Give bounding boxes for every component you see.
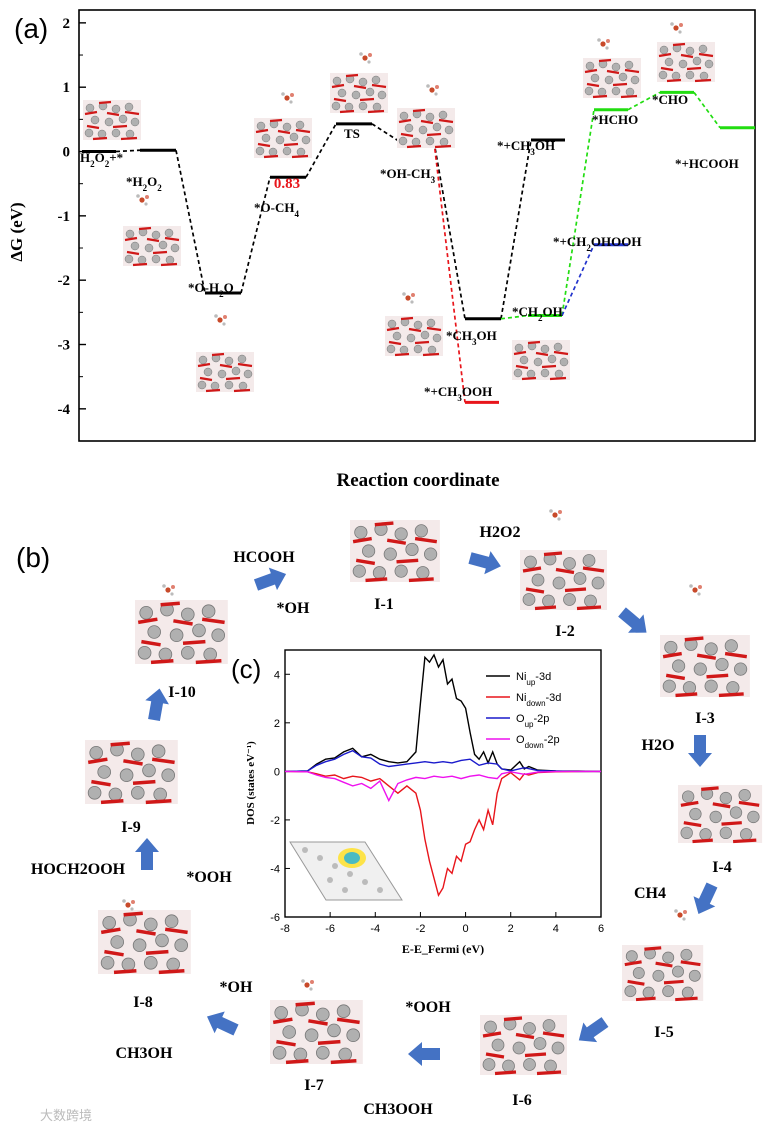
- dos-x-label: E-E_Fermi (eV): [402, 942, 484, 956]
- energy-plot-frame: [78, 9, 756, 442]
- x-tick-label: -2: [416, 923, 426, 935]
- connector-main: [433, 141, 466, 319]
- energy-y-label: ΔG (eV): [7, 202, 26, 261]
- species-label: *OOH: [186, 869, 232, 886]
- state-label-s12: *+HCOOH: [675, 156, 739, 171]
- y-tick-label: 1: [63, 80, 71, 96]
- species-label: HOCH2OOH: [31, 861, 126, 878]
- y-tick-label: 4: [274, 669, 280, 681]
- connector-hcooh: [693, 91, 721, 129]
- dos-series-O_up-2p: [284, 749, 601, 773]
- legend-label: Oup-2p: [516, 713, 549, 729]
- connector-main: [175, 150, 206, 294]
- intermediate-label: I-7: [304, 1077, 324, 1094]
- connector-hcooh: [627, 91, 661, 111]
- y-tick-label: -2: [270, 815, 280, 827]
- connector-ch2ohooh: [561, 244, 595, 316]
- legend-label: Odown-2p: [516, 734, 560, 750]
- watermark: 大数跨境: [40, 1108, 92, 1123]
- intermediate-label: I-3: [695, 710, 715, 727]
- x-tick-label: 6: [598, 923, 604, 935]
- species-label: H2O2: [480, 524, 521, 541]
- dos-series-Ni_down-3d: [284, 770, 602, 897]
- connector-main: [371, 123, 401, 143]
- charge-density-inset: [289, 841, 403, 901]
- state-label-s0: H2O2+*: [80, 150, 123, 169]
- dos-y-label: DOS (states eV⁻¹): [245, 741, 257, 825]
- dos-series-O_down-2p: [284, 770, 601, 803]
- species-label: CH4: [634, 885, 666, 902]
- energy-connectors: [115, 91, 721, 403]
- state-label-s10: *HCHO: [592, 112, 638, 127]
- intermediate-label: I-4: [712, 859, 732, 876]
- x-tick-label: -6: [325, 923, 335, 935]
- state-label-s11: *CHO: [652, 92, 688, 107]
- state-label-s8: *+CH3OOH: [424, 384, 492, 403]
- y-tick-label: -4: [270, 863, 280, 875]
- species-label: *OH: [220, 979, 253, 996]
- panel-c-tag: (c): [231, 654, 261, 684]
- energy-x-label: Reaction coordinate: [336, 470, 499, 491]
- y-tick-label: -6: [270, 912, 280, 924]
- intermediate-label: I-2: [555, 623, 575, 640]
- x-tick-label: 2: [508, 923, 514, 935]
- energy-y-axis: -4 -3 -2 -1 0 1 2: [58, 16, 86, 442]
- species-label: *OOH: [405, 999, 451, 1016]
- structure-thumbnails-a: [81, 22, 717, 394]
- species-label: CH3OH: [116, 1045, 173, 1062]
- y-tick-label: 2: [63, 16, 71, 32]
- barrier-value: 0.83: [274, 176, 300, 192]
- species-label: CH3OOH: [363, 1101, 433, 1118]
- x-tick-label: -4: [370, 923, 380, 935]
- intermediate-label: I-6: [512, 1092, 532, 1109]
- state-label-s3: *O-CH4: [254, 200, 299, 219]
- state-label-s6: *CH3OH: [446, 328, 497, 347]
- energy-state-labels: H2O2+**H2O2 *O-H2O *O-CH4 TS *OH-CH3 *CH3OH *+…: [80, 92, 739, 403]
- connector-hcooh: [561, 109, 595, 316]
- connector-main: [240, 177, 271, 294]
- intermediate-label: I-10: [168, 684, 196, 701]
- legend-label: Niup-3d: [516, 671, 551, 687]
- intermediate-label: I-5: [654, 1024, 674, 1041]
- intermediate-label: I-9: [121, 819, 141, 836]
- y-tick-label: -1: [58, 209, 71, 225]
- x-tick-label: 0: [463, 923, 469, 935]
- panel-b-tag: (b): [16, 542, 50, 573]
- intermediate-label: I-8: [133, 994, 153, 1011]
- connector-main: [305, 123, 337, 178]
- y-tick-label: 2: [274, 718, 280, 730]
- species-label: HCOOH: [233, 549, 295, 566]
- connector-ch3ooh: [433, 141, 466, 403]
- state-label-s13: *+CH2OHOOH: [553, 234, 641, 253]
- panel-a-tag: (a): [14, 13, 48, 44]
- legend-label: Nidown-3d: [516, 692, 561, 708]
- y-tick-label: -4: [58, 402, 71, 418]
- x-tick-label: 4: [553, 923, 559, 935]
- species-label: H2O: [642, 737, 675, 754]
- state-label-s7: *+CH3OH: [497, 138, 555, 157]
- dos-legend: Niup-3d Nidown-3d Oup-2p Odown-2p: [486, 671, 561, 750]
- state-label-s9: *CH2OH: [512, 304, 563, 323]
- state-label-s2: *O-H2O: [188, 280, 234, 299]
- connector-main: [500, 139, 532, 319]
- intermediate-label: I-1: [374, 596, 394, 613]
- y-tick-label: -3: [58, 338, 71, 354]
- x-tick-label: -8: [280, 923, 290, 935]
- state-label-s1: *H2O2: [126, 174, 162, 193]
- state-label-s5: *OH-CH3: [380, 166, 436, 185]
- y-tick-label: -2: [58, 273, 71, 289]
- y-tick-label: 0: [274, 766, 280, 778]
- state-label-s4: TS: [344, 126, 360, 141]
- y-tick-label: 0: [63, 145, 71, 161]
- connector-hcooh: [500, 314, 529, 320]
- species-label: *OH: [277, 600, 310, 617]
- dos-lines: [284, 653, 602, 897]
